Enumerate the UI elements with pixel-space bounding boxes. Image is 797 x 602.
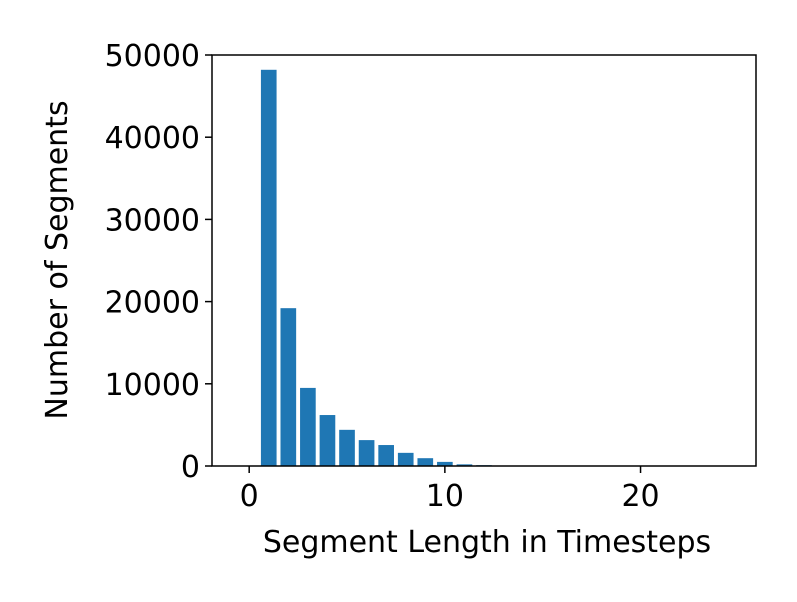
y-tick-label: 30000: [105, 203, 200, 238]
bar: [300, 388, 316, 466]
x-tick-label: 0: [240, 479, 259, 514]
bar: [261, 70, 277, 466]
x-tick-label: 10: [426, 479, 464, 514]
y-tick-label: 20000: [105, 286, 200, 321]
y-tick-label: 50000: [105, 39, 200, 74]
bar: [359, 440, 375, 466]
y-tick-label: 10000: [105, 368, 200, 403]
y-tick-label: 0: [181, 450, 200, 485]
bar: [378, 445, 394, 466]
bar: [398, 453, 414, 466]
bar: [417, 458, 433, 466]
bar: [280, 308, 296, 466]
x-axis-label: Segment Length in Timesteps: [263, 525, 711, 560]
bar: [320, 415, 336, 466]
bar: [339, 430, 355, 466]
y-axis-label: Number of Segments: [40, 100, 75, 419]
y-tick-label: 40000: [105, 121, 200, 156]
x-tick-label: 20: [621, 479, 659, 514]
